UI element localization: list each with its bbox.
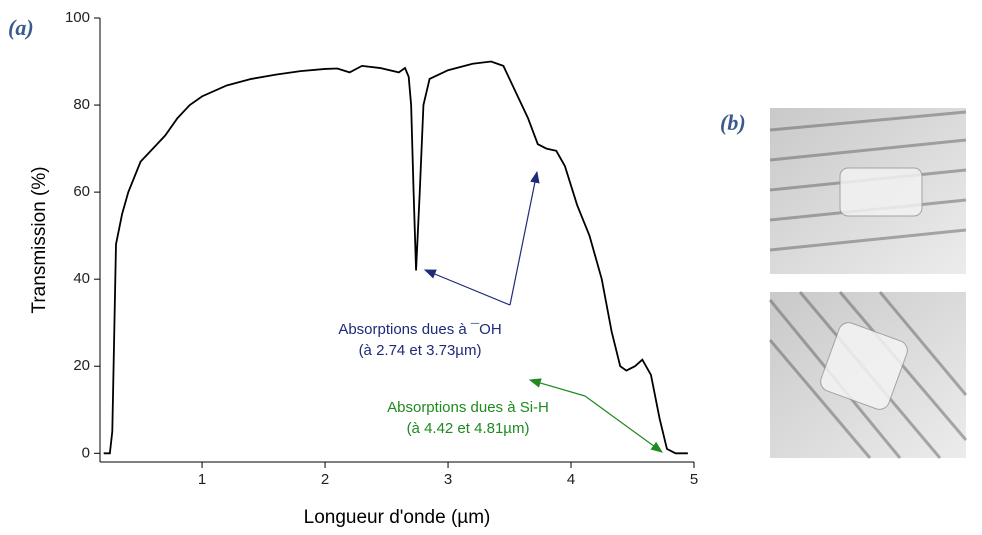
x-tick-label: 3 (444, 471, 452, 488)
panel-label: (b) (720, 110, 746, 135)
y-tick-label: 80 (73, 96, 90, 113)
y-tick-label: 20 (73, 357, 90, 374)
annotation: (à 2.74 et 3.73µm) (359, 342, 482, 359)
annotation-arrows (423, 170, 663, 453)
annotation: (à 4.42 et 4.81µm) (407, 420, 530, 437)
y-tick-label: 0 (82, 444, 90, 461)
plot: 0 20 40 60 80 100 1 2 3 4 5 Longueur d'onde (µm) Tra… (29, 9, 698, 528)
annotation: Absorptions dues à Si-H (387, 399, 549, 416)
panel-label: (a) (8, 15, 34, 40)
y-tick-label: 100 (65, 9, 90, 26)
x-tick-label: 2 (321, 471, 329, 488)
y-tick-label: 40 (73, 270, 90, 287)
annotation: Absorptions dues à ¯OH (338, 321, 501, 338)
y-axis-label: Transmission (%) (29, 166, 50, 313)
x-axis-label: Longueur d'onde (µm) (304, 507, 491, 528)
photo (769, 108, 967, 274)
x-tick-label: 4 (567, 471, 575, 488)
y-tick-label: 60 (73, 183, 90, 200)
photo (768, 291, 968, 459)
x-tick-label: 5 (690, 471, 698, 488)
x-tick-label: 1 (198, 471, 206, 488)
transmission-line (103, 60, 688, 455)
